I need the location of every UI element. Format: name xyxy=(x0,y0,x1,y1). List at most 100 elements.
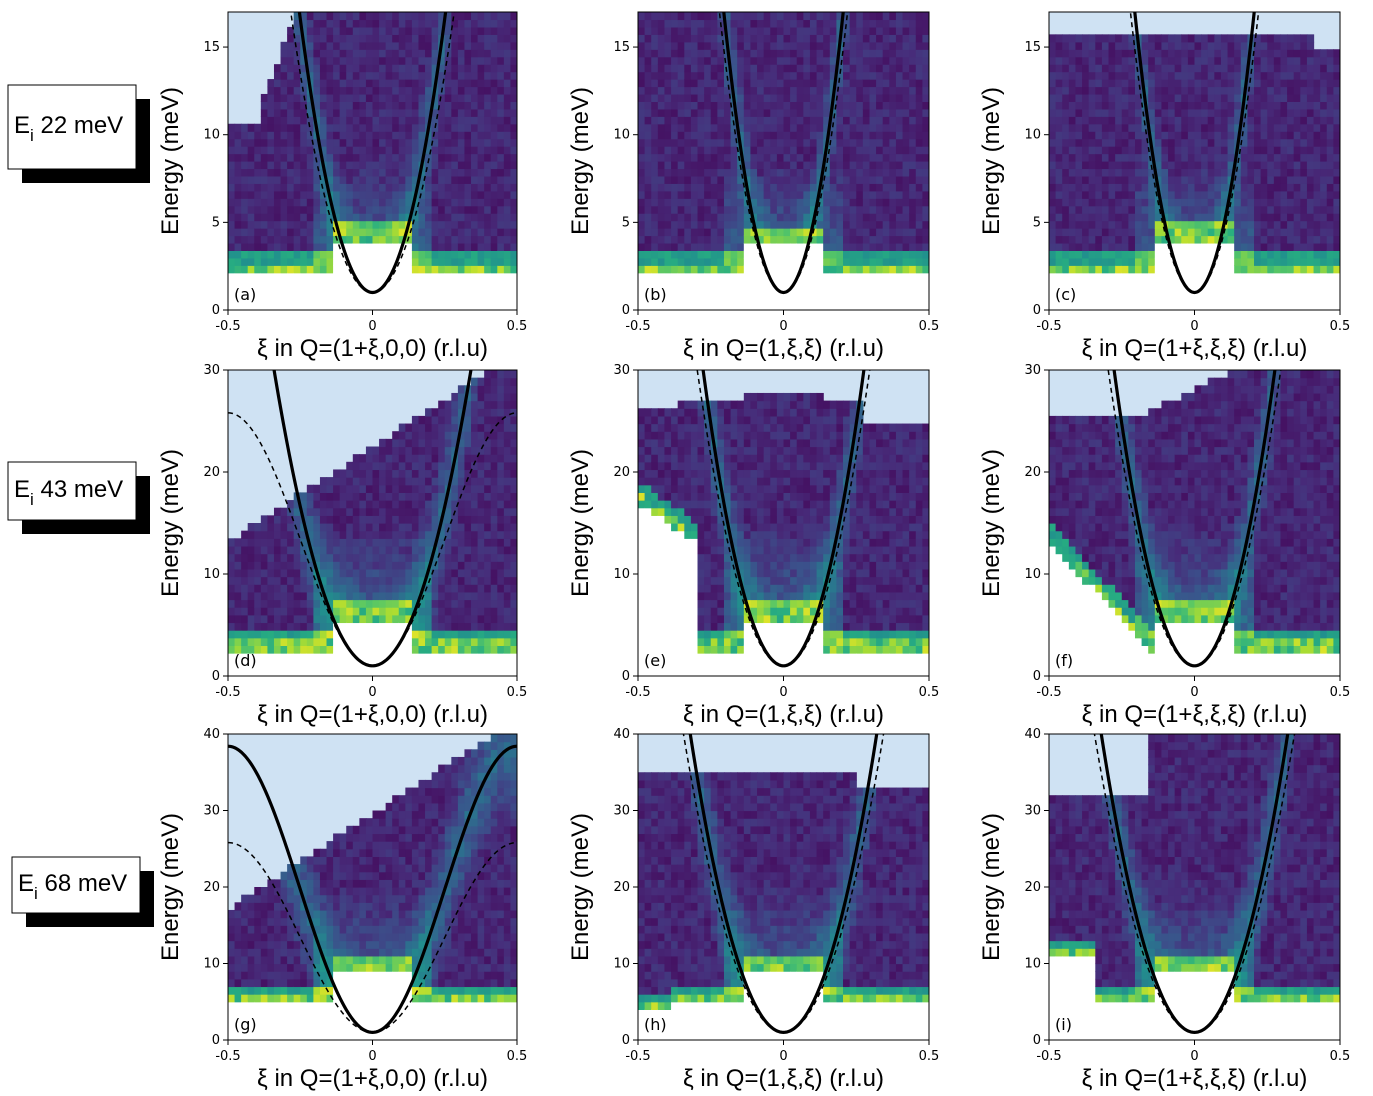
heatmap-cell xyxy=(306,280,314,289)
heatmap-cell xyxy=(1240,242,1249,251)
heatmap-cell xyxy=(260,168,269,177)
heatmap-cell xyxy=(1095,86,1103,95)
heatmap-cell xyxy=(1128,220,1136,229)
heatmap-cell xyxy=(1154,205,1163,214)
heatmap-cell xyxy=(1214,257,1222,266)
heatmap-cell xyxy=(490,190,498,199)
heatmap-cell xyxy=(1194,250,1202,259)
heatmap-cell xyxy=(1293,49,1301,58)
heatmap-cell xyxy=(889,131,897,140)
heatmap-cell xyxy=(684,175,692,184)
heatmap-cell xyxy=(796,138,804,147)
heatmap-cell xyxy=(1134,79,1143,88)
heatmap-cell xyxy=(418,49,426,58)
heatmap-cell xyxy=(1168,161,1176,170)
heatmap-cell xyxy=(690,190,699,199)
heatmap-cell xyxy=(326,250,334,259)
heatmap-cell xyxy=(790,93,798,102)
heatmap-cell xyxy=(644,265,652,274)
heatmap-cell xyxy=(1075,101,1083,110)
heatmap-cell xyxy=(843,86,851,95)
heatmap-cell xyxy=(326,235,334,244)
heatmap-cell xyxy=(1154,108,1163,117)
heatmap-cell xyxy=(425,108,433,117)
heatmap-cell xyxy=(1062,183,1070,192)
heatmap-cell xyxy=(247,257,255,266)
heatmap-cell xyxy=(1273,101,1282,110)
heatmap-cell xyxy=(843,116,851,125)
heatmap-cell xyxy=(869,228,877,237)
heatmap-cell xyxy=(319,101,328,110)
heatmap-cell xyxy=(490,64,498,73)
heatmap-cell xyxy=(790,153,798,162)
heatmap-cell xyxy=(638,101,646,110)
heatmap-cell xyxy=(882,71,890,80)
heatmap-cell xyxy=(1260,257,1268,266)
heatmap-cell xyxy=(1187,93,1196,102)
heatmap-cell xyxy=(651,265,659,274)
heatmap-cell xyxy=(425,12,433,21)
heatmap-cell xyxy=(392,49,400,58)
heatmap-cell xyxy=(241,175,249,184)
heatmap-cell xyxy=(1049,131,1057,140)
heatmap-cell xyxy=(1095,161,1103,170)
heatmap-cell xyxy=(241,161,249,170)
heatmap-cell xyxy=(372,168,380,177)
heatmap-cell xyxy=(836,79,844,88)
heatmap-cell xyxy=(1181,183,1189,192)
y-tick-label: 15 xyxy=(613,40,630,55)
heatmap-cell xyxy=(234,123,242,132)
heatmap-cell xyxy=(796,168,804,177)
heatmap-cell xyxy=(1201,123,1209,132)
heatmap-cell xyxy=(1267,220,1275,229)
heatmap-cell xyxy=(339,41,347,50)
heatmap-cell xyxy=(1287,79,1295,88)
heatmap-cell xyxy=(451,183,459,192)
heatmap-cell xyxy=(346,138,354,147)
heatmap-cell xyxy=(704,205,712,214)
heatmap-cell xyxy=(319,12,328,21)
heatmap-cell xyxy=(730,123,738,132)
heatmap-cell xyxy=(671,213,679,222)
heatmap-cell xyxy=(776,123,785,132)
heatmap-cell xyxy=(1088,242,1096,251)
heatmap-cell xyxy=(319,138,328,147)
heatmap-cell xyxy=(690,220,699,229)
heatmap-cell xyxy=(313,175,321,184)
heatmap-cell xyxy=(477,108,485,117)
heatmap-cell xyxy=(1082,168,1090,177)
heatmap-cell xyxy=(763,41,771,50)
heatmap-cell xyxy=(1068,220,1077,229)
heatmap-cell xyxy=(690,116,699,125)
heatmap-cell xyxy=(1260,123,1268,132)
heatmap-cell xyxy=(1247,250,1255,259)
heatmap-cell xyxy=(451,153,459,162)
heatmap-cell xyxy=(671,242,679,251)
heatmap-cell xyxy=(684,116,692,125)
heatmap-cell xyxy=(823,71,831,80)
heatmap-cell xyxy=(915,280,923,289)
heatmap-cell xyxy=(1141,220,1149,229)
heatmap-cell xyxy=(457,205,466,214)
heatmap-cell xyxy=(743,64,752,73)
heatmap-cell xyxy=(882,228,890,237)
heatmap-cell xyxy=(1088,272,1096,281)
heatmap-cell xyxy=(471,228,479,237)
heatmap-cell xyxy=(1207,213,1215,222)
heatmap-cell xyxy=(1101,265,1110,274)
heatmap-cell xyxy=(1115,49,1123,58)
heatmap-cell xyxy=(776,71,785,80)
heatmap-cell xyxy=(849,19,857,28)
heatmap-cell xyxy=(803,161,811,170)
heatmap-cell xyxy=(1207,86,1215,95)
heatmap-cell xyxy=(1154,71,1163,80)
heatmap-cell xyxy=(484,257,492,266)
heatmap-cell xyxy=(704,19,712,28)
heatmap-cell xyxy=(1273,168,1282,177)
heatmap-cell xyxy=(651,49,659,58)
heatmap-cell xyxy=(1168,138,1176,147)
heatmap-cell xyxy=(889,250,897,259)
heatmap-cell xyxy=(339,12,347,21)
heatmap-cell xyxy=(816,213,824,222)
heatmap-cell xyxy=(306,101,314,110)
